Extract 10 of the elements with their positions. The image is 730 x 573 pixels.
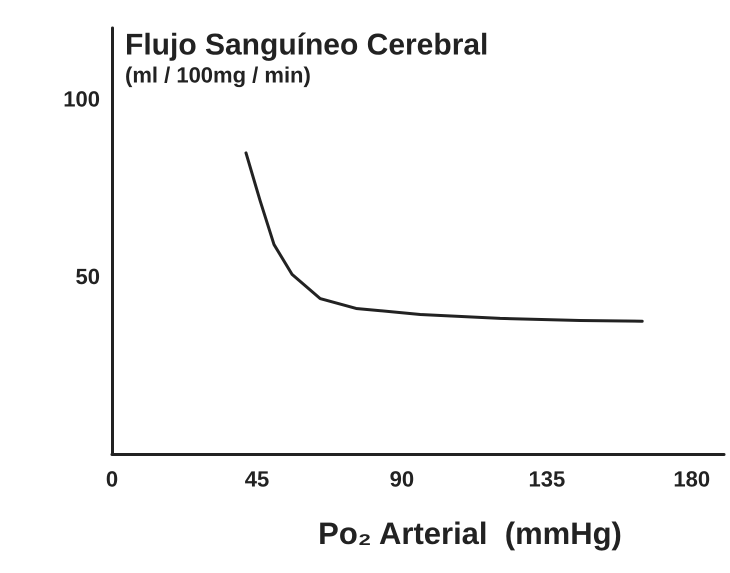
- x-tick-label: 135: [528, 466, 566, 492]
- y-tick-label: 100: [63, 86, 100, 112]
- y-tick-label: 50: [76, 264, 100, 289]
- y-axis-title: Flujo Sanguíneo Cerebral (ml / 100mg / min): [125, 28, 488, 88]
- x-tick-label: 45: [244, 466, 270, 492]
- x-axis-title: Po₂ Arterial (mmHg): [318, 516, 622, 551]
- x-tick-label: 90: [390, 466, 414, 492]
- line-series: [244, 151, 644, 323]
- x-tick-label: 0: [106, 466, 118, 492]
- x-tick-label: 180: [673, 466, 710, 492]
